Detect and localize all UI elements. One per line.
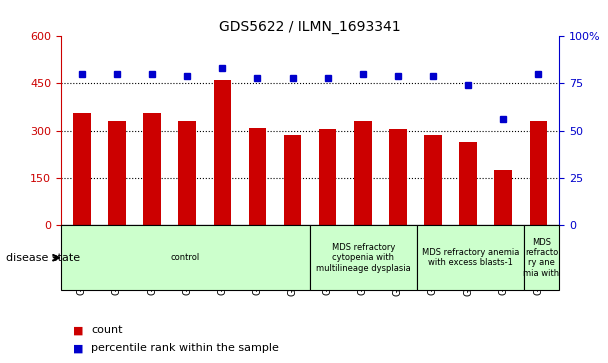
Bar [459, 142, 477, 225]
Bar [249, 127, 266, 225]
Bar [108, 121, 126, 225]
Bar [178, 121, 196, 225]
Text: MDS refractory anemia
with excess blasts-1: MDS refractory anemia with excess blasts… [421, 248, 519, 268]
Bar [143, 113, 161, 225]
Bar [523, 225, 559, 290]
Text: disease state: disease state [6, 253, 80, 263]
Text: MDS refractory
cytopenia with
multilineage dysplasia: MDS refractory cytopenia with multilinea… [316, 243, 411, 273]
Bar [354, 121, 371, 225]
Bar [319, 129, 336, 225]
Bar [284, 135, 302, 225]
Text: ■: ■ [73, 325, 83, 335]
Text: MDS
refracto
ry ane
mia with: MDS refracto ry ane mia with [523, 238, 559, 278]
Text: ■: ■ [73, 343, 83, 354]
Bar [389, 129, 407, 225]
Bar [494, 170, 512, 225]
Bar [213, 80, 231, 225]
Bar [424, 135, 442, 225]
Text: count: count [91, 325, 123, 335]
Bar [530, 121, 547, 225]
Bar [417, 225, 523, 290]
Bar [73, 113, 91, 225]
Bar [61, 225, 310, 290]
Text: control: control [171, 253, 200, 262]
Title: GDS5622 / ILMN_1693341: GDS5622 / ILMN_1693341 [219, 20, 401, 34]
Bar [310, 225, 417, 290]
Text: percentile rank within the sample: percentile rank within the sample [91, 343, 279, 354]
